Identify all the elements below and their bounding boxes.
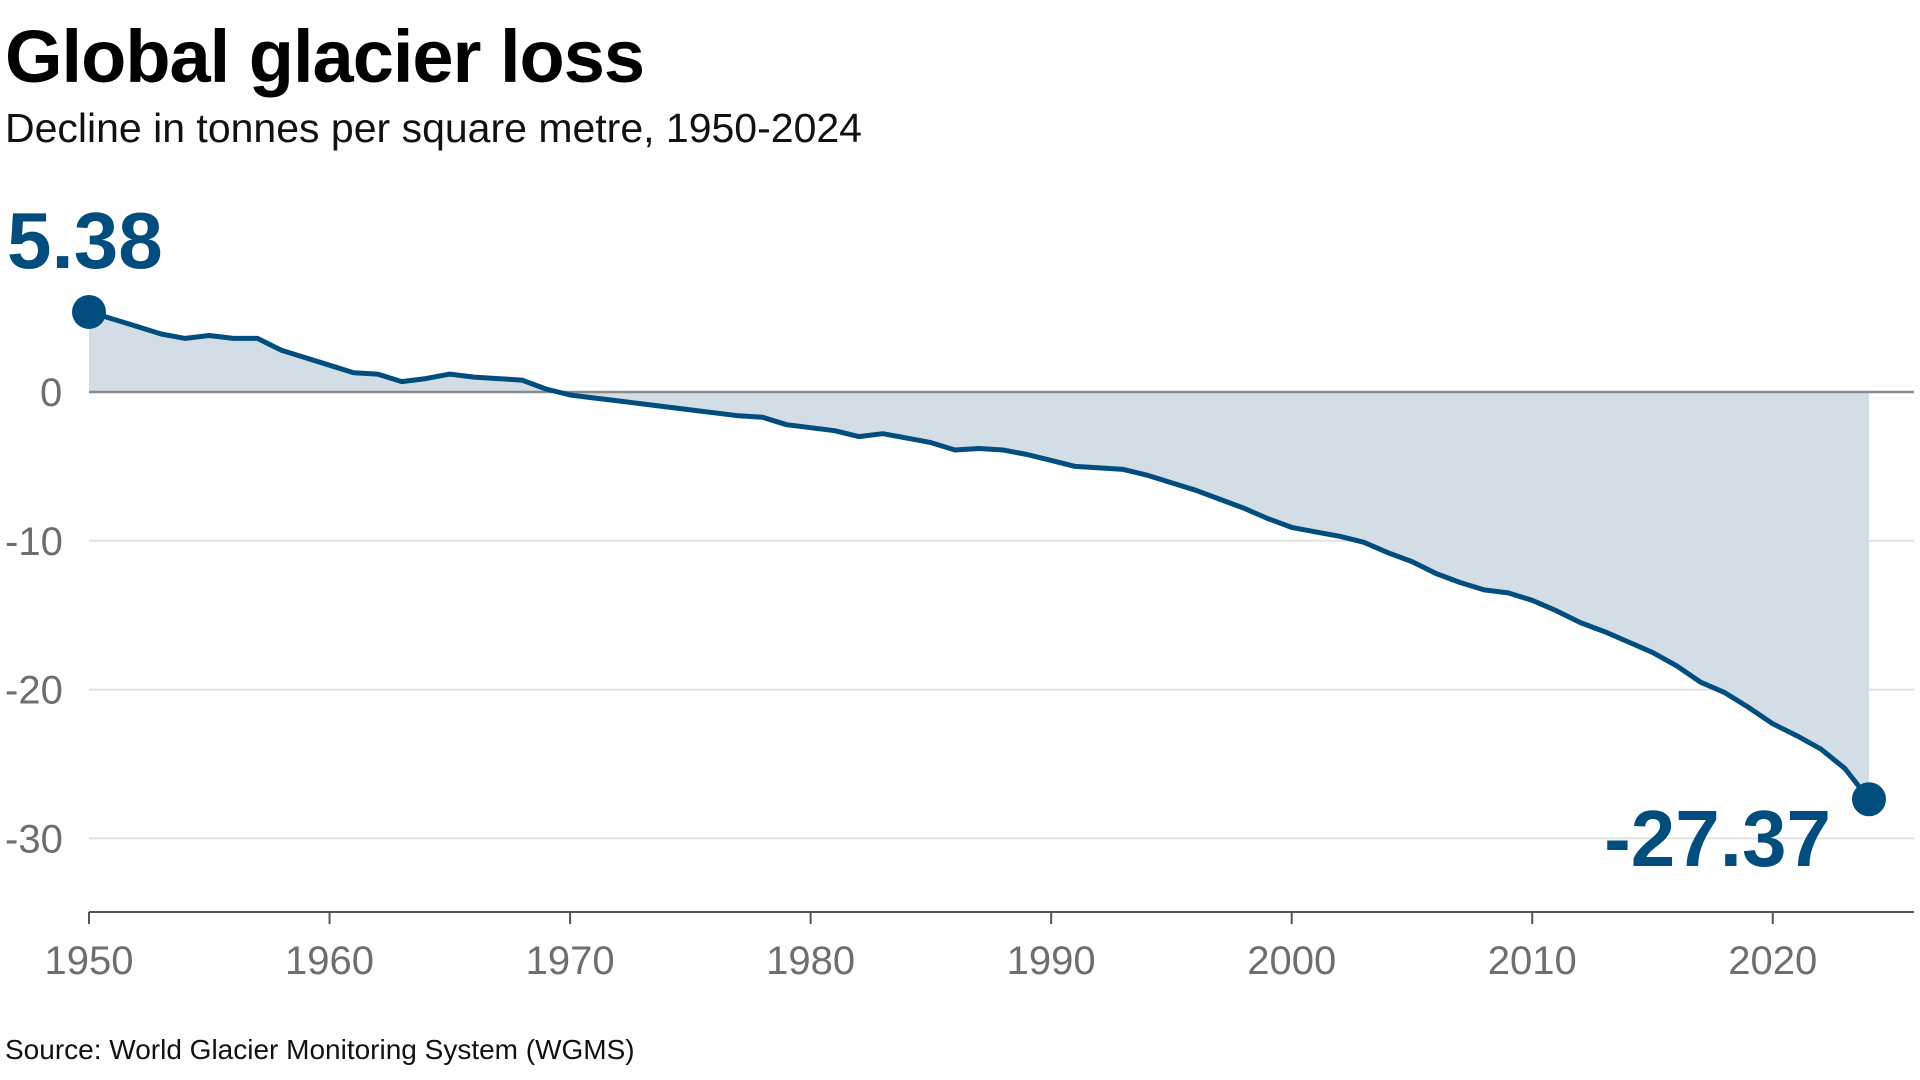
x-tick-label: 2020: [1728, 939, 1817, 983]
x-tick-label: 1980: [766, 939, 855, 983]
y-tick-label: -30: [5, 817, 63, 861]
y-axis: 0 -10 -20 -30: [5, 371, 63, 861]
x-tick-label: 2010: [1488, 939, 1577, 983]
source-note: Source: World Glacier Monitoring System …: [5, 1034, 635, 1065]
x-tick-label: 1960: [285, 939, 374, 983]
x-tick-label: 1990: [1007, 939, 1096, 983]
x-tick-label: 1970: [526, 939, 615, 983]
end-point: [1852, 782, 1886, 817]
area-fill: [89, 311, 1869, 800]
start-value-label: 5.38: [7, 196, 163, 285]
end-value-label: -27.37: [1604, 794, 1831, 883]
x-tick-label: 2000: [1247, 939, 1336, 983]
y-tick-label: -20: [5, 669, 63, 713]
x-axis: 1950 1960 1970 1980 1990 2000 2010 2020: [45, 912, 1817, 983]
chart-title: Global glacier loss: [5, 15, 645, 98]
chart-subtitle: Decline in tonnes per square metre, 1950…: [5, 105, 862, 151]
series-line: [88, 309, 1871, 801]
y-tick-label: 0: [40, 371, 62, 415]
start-point: [72, 294, 106, 329]
x-tick-label: 1950: [45, 939, 134, 983]
y-tick-label: -10: [5, 520, 63, 564]
